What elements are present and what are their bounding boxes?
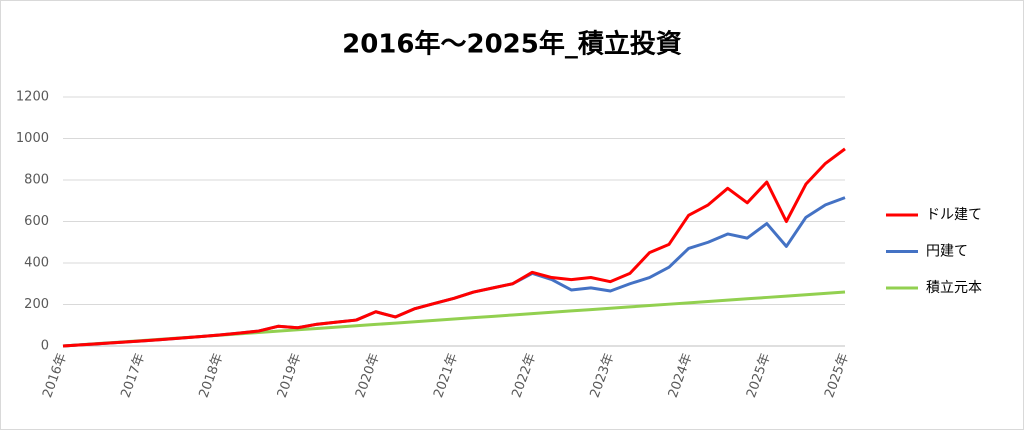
- legend-label: ドル建て: [926, 207, 982, 223]
- y-tick-label: 1000: [16, 131, 49, 146]
- y-tick-label: 800: [24, 173, 49, 188]
- y-tick-label: 1200: [16, 90, 49, 105]
- y-tick-label: 0: [41, 339, 49, 354]
- legend-label: 積立元本: [926, 280, 982, 296]
- chart-title: 2016年～2025年_積立投資: [342, 29, 682, 60]
- y-tick-label: 600: [24, 214, 49, 229]
- y-tick-label: 400: [24, 256, 49, 271]
- series-line: [62, 147, 846, 348]
- legend-label: 円建て: [926, 244, 968, 260]
- y-tick-label: 200: [24, 297, 49, 312]
